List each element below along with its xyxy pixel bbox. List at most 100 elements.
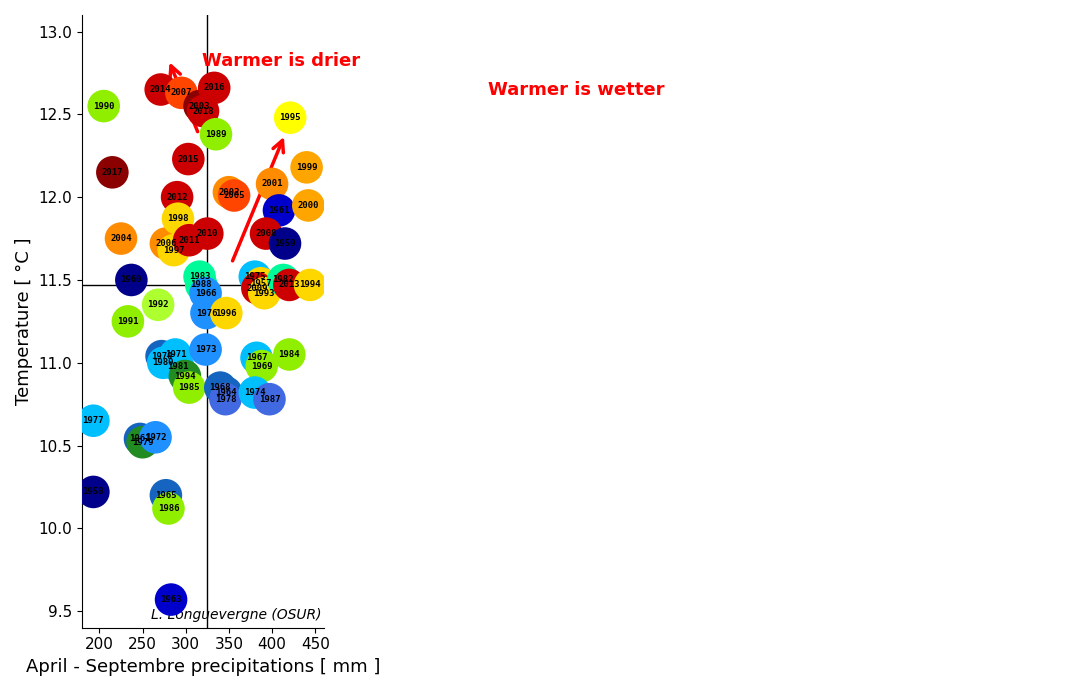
Text: 2014: 2014 bbox=[150, 85, 172, 94]
Text: 1972: 1972 bbox=[145, 433, 166, 442]
Point bbox=[212, 382, 229, 393]
Point bbox=[168, 191, 186, 202]
Point bbox=[149, 299, 166, 310]
Point bbox=[192, 279, 210, 290]
Text: 1980: 1980 bbox=[152, 358, 174, 367]
Point bbox=[246, 271, 263, 282]
Text: 1994: 1994 bbox=[174, 372, 196, 381]
Point bbox=[85, 415, 102, 426]
Point bbox=[195, 106, 212, 117]
Point bbox=[180, 235, 198, 246]
Text: 2018: 2018 bbox=[192, 106, 214, 115]
Text: 2003: 2003 bbox=[189, 102, 210, 111]
Point bbox=[280, 349, 298, 360]
Text: 1975: 1975 bbox=[245, 272, 265, 281]
Text: 2007: 2007 bbox=[171, 88, 192, 97]
Point bbox=[197, 344, 214, 355]
Point bbox=[221, 187, 238, 198]
Point bbox=[208, 129, 225, 140]
Text: 1966: 1966 bbox=[195, 289, 216, 298]
Text: Warmer is drier: Warmer is drier bbox=[202, 53, 360, 70]
Text: 2016: 2016 bbox=[203, 84, 225, 93]
Text: 1963: 1963 bbox=[160, 595, 182, 604]
Point bbox=[261, 394, 278, 405]
Text: 2002: 2002 bbox=[218, 188, 239, 197]
Point bbox=[170, 361, 187, 372]
Point bbox=[271, 205, 288, 216]
Text: 1990: 1990 bbox=[93, 102, 114, 111]
Point bbox=[246, 387, 263, 398]
Point bbox=[85, 486, 102, 498]
Text: 2006: 2006 bbox=[155, 239, 176, 248]
Point bbox=[217, 387, 235, 398]
Point bbox=[255, 287, 273, 299]
Text: 1970: 1970 bbox=[151, 352, 173, 361]
Point bbox=[301, 279, 318, 290]
Point bbox=[282, 112, 299, 123]
Point bbox=[170, 213, 187, 224]
Text: 2010: 2010 bbox=[197, 229, 218, 238]
Point bbox=[158, 238, 175, 249]
Text: 2005: 2005 bbox=[223, 191, 245, 200]
Text: 1961: 1961 bbox=[129, 435, 151, 444]
Point bbox=[249, 283, 266, 294]
Point bbox=[103, 167, 121, 178]
Text: 1999: 1999 bbox=[296, 163, 317, 172]
Text: 1973: 1973 bbox=[195, 345, 216, 354]
Text: 1993: 1993 bbox=[253, 289, 275, 298]
Point bbox=[216, 394, 234, 405]
Point bbox=[191, 271, 209, 282]
Text: 1988: 1988 bbox=[190, 281, 212, 290]
Text: 1961: 1961 bbox=[268, 206, 290, 215]
Point bbox=[263, 178, 280, 189]
Text: 1979: 1979 bbox=[132, 438, 153, 447]
Text: 1996: 1996 bbox=[215, 309, 237, 318]
Point bbox=[166, 349, 184, 360]
Text: 1964: 1964 bbox=[215, 388, 237, 397]
Text: 1958: 1958 bbox=[83, 487, 104, 496]
Text: 2015: 2015 bbox=[177, 155, 199, 164]
Text: 2008: 2008 bbox=[255, 229, 277, 238]
Text: 1978: 1978 bbox=[215, 395, 236, 404]
Point bbox=[173, 87, 190, 98]
Point bbox=[134, 437, 151, 448]
Text: 1960: 1960 bbox=[121, 276, 142, 285]
Point bbox=[217, 307, 235, 319]
Text: 1959: 1959 bbox=[274, 239, 296, 248]
Text: 1969: 1969 bbox=[251, 361, 273, 370]
Point bbox=[191, 101, 209, 112]
Y-axis label: Temperature [ °C ]: Temperature [ °C ] bbox=[15, 238, 33, 405]
Point bbox=[197, 287, 214, 299]
Text: 1971: 1971 bbox=[164, 350, 186, 359]
Point bbox=[225, 190, 242, 201]
Text: 2000: 2000 bbox=[298, 201, 320, 210]
Text: 1984: 1984 bbox=[278, 350, 300, 359]
Text: 2009: 2009 bbox=[247, 284, 268, 293]
Text: 1968: 1968 bbox=[210, 383, 232, 392]
Point bbox=[162, 594, 179, 605]
Point bbox=[205, 82, 223, 93]
Text: 1986: 1986 bbox=[158, 504, 179, 513]
Text: 1957: 1957 bbox=[250, 278, 272, 287]
Point bbox=[95, 101, 112, 112]
Point bbox=[165, 245, 183, 256]
Text: 1967: 1967 bbox=[246, 353, 267, 362]
Point bbox=[300, 200, 317, 211]
Point bbox=[199, 228, 216, 239]
Point bbox=[158, 490, 175, 501]
Text: L. Longuevergne (OSUR): L. Longuevergne (OSUR) bbox=[151, 607, 322, 622]
Point bbox=[123, 274, 140, 285]
Point bbox=[132, 433, 149, 444]
Text: 1987: 1987 bbox=[259, 395, 280, 404]
Text: 1965: 1965 bbox=[155, 491, 176, 500]
Text: Warmer is wetter: Warmer is wetter bbox=[488, 81, 664, 99]
Text: 1982: 1982 bbox=[273, 276, 293, 285]
Point bbox=[112, 233, 129, 244]
Point bbox=[252, 278, 270, 289]
Point bbox=[179, 153, 197, 164]
Point bbox=[154, 357, 172, 368]
Text: 1997: 1997 bbox=[163, 246, 185, 255]
Text: 1991: 1991 bbox=[117, 317, 139, 326]
Text: 2004: 2004 bbox=[110, 234, 132, 243]
Point bbox=[160, 503, 177, 514]
